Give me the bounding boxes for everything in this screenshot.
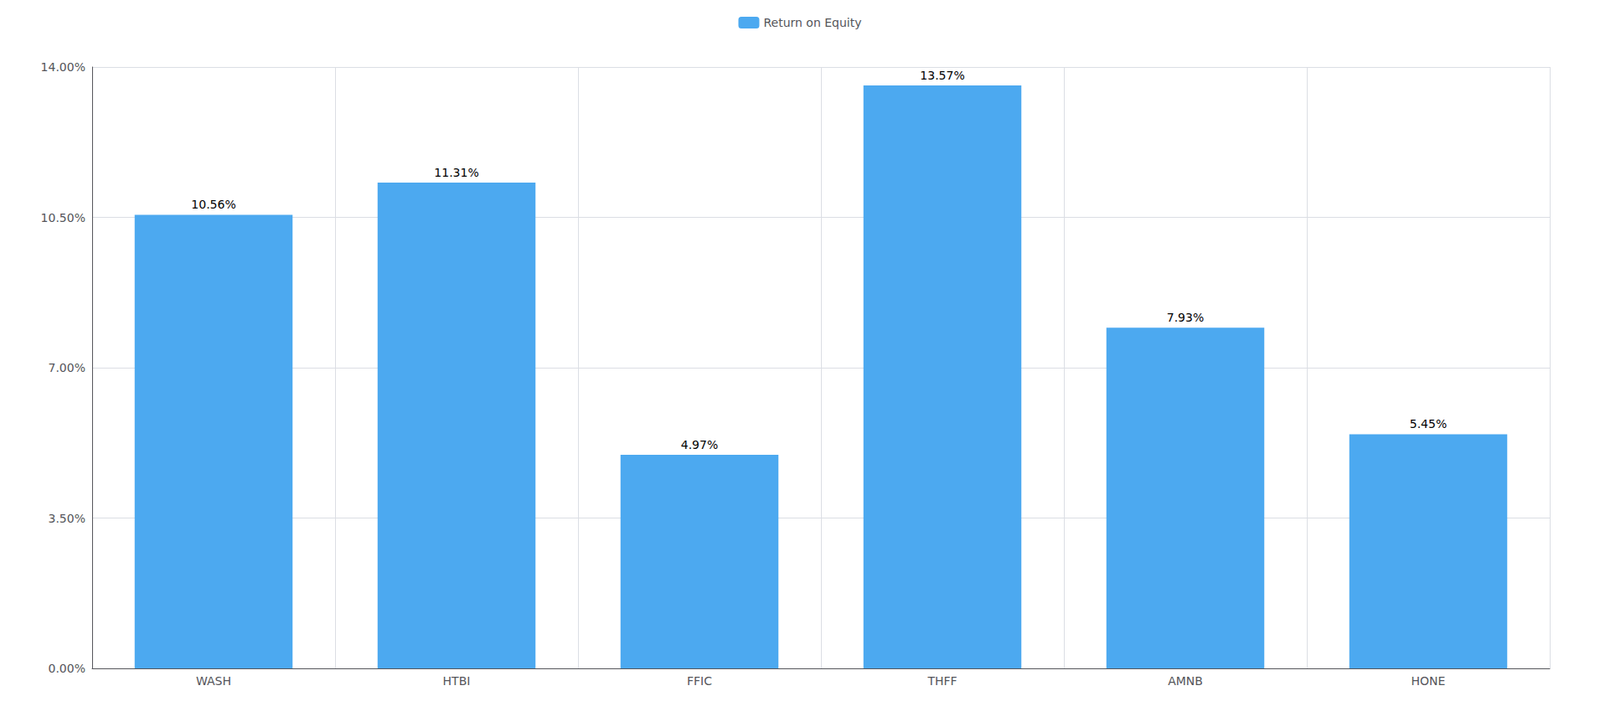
svg-text:AMNB: AMNB <box>1167 674 1203 688</box>
svg-text:FFIC: FFIC <box>686 674 713 688</box>
svg-text:3.50%: 3.50% <box>48 511 86 526</box>
svg-text:7.93%: 7.93% <box>1166 310 1204 325</box>
svg-text:10.56%: 10.56% <box>190 197 236 212</box>
svg-text:WASH: WASH <box>196 674 232 688</box>
svg-text:5.45%: 5.45% <box>1409 417 1447 431</box>
svg-text:HTBI: HTBI <box>443 674 471 688</box>
svg-text:Return on Equity: Return on Equity <box>763 15 862 30</box>
svg-text:THFF: THFF <box>926 674 957 688</box>
svg-text:14.00%: 14.00% <box>41 60 86 74</box>
svg-text:11.31%: 11.31% <box>433 165 479 180</box>
svg-text:10.50%: 10.50% <box>41 211 86 225</box>
svg-text:0.00%: 0.00% <box>48 661 86 676</box>
svg-text:13.57%: 13.57% <box>919 68 965 83</box>
svg-text:HONE: HONE <box>1411 674 1446 688</box>
svg-text:4.97%: 4.97% <box>681 438 718 452</box>
svg-text:7.00%: 7.00% <box>48 361 86 375</box>
